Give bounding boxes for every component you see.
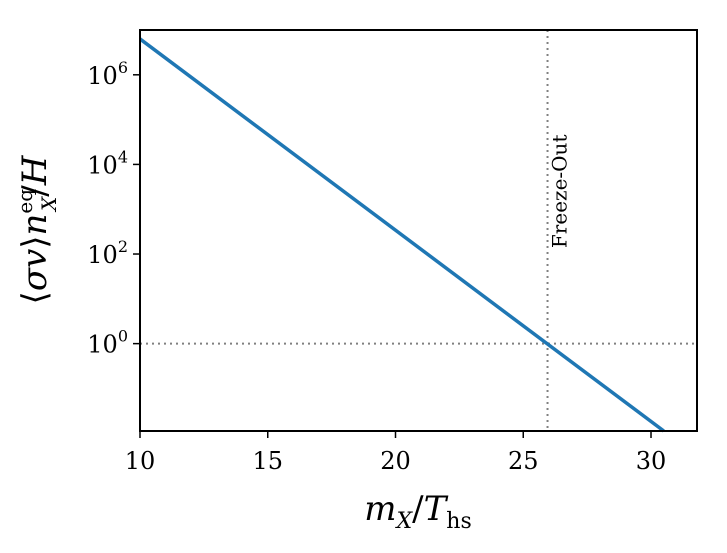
- series-line: [138, 37, 665, 433]
- y-tick-label: 102: [87, 237, 128, 269]
- x-tick-label: 30: [636, 447, 667, 475]
- x-tick-label: 25: [508, 447, 539, 475]
- x-tick-label: 15: [252, 447, 283, 475]
- x-axis: 10 15 20 25 30: [125, 431, 667, 475]
- y-tick-label: 100: [87, 327, 128, 359]
- x-tick-label: 10: [125, 447, 156, 475]
- svg-text:⟨σv⟩neqX/H: ⟨σv⟩neqX/H: [13, 154, 61, 304]
- series-layer: [138, 37, 665, 433]
- y-tick-label: 104: [87, 147, 128, 179]
- x-tick-label: 20: [380, 447, 411, 475]
- y-axis-label: ⟨σv⟩neqX/H: [13, 154, 61, 304]
- y-axis: 100 102 104 106: [87, 58, 140, 359]
- freeze-out-annotation: Freeze-Out: [548, 135, 572, 249]
- plot-frame: [139, 29, 698, 432]
- reference-lines: [140, 30, 697, 431]
- plot-background: [140, 30, 697, 431]
- x-axis-label: mX/Ths: [364, 489, 472, 534]
- y-tick-label: 106: [87, 58, 128, 90]
